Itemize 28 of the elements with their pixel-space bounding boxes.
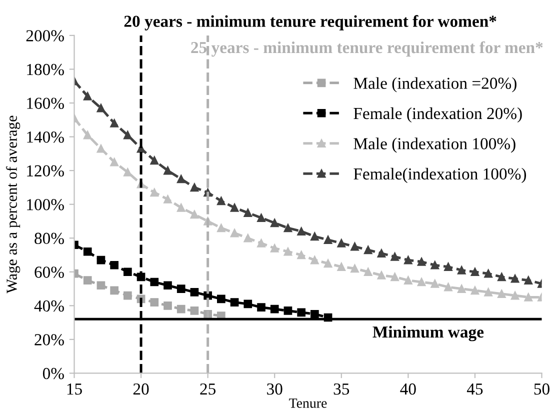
legend-label: Female(indexation 100%): [354, 168, 526, 183]
y-axis-title: Wage as a percent of average: [6, 116, 20, 294]
y-tick-label: 200%: [26, 30, 64, 42]
x-tick-label: 40: [400, 383, 416, 395]
ref-line-label: 25 years - minimum tenure requirement for men*: [191, 41, 543, 57]
y-tick-label: 160%: [27, 98, 64, 109]
y-tick-label: 20%: [34, 334, 64, 346]
y-tick-label: 0%: [42, 368, 64, 380]
x-tick-label: 20: [133, 383, 149, 395]
x-tick-label: 35: [334, 383, 350, 395]
x-tick-label: 25: [200, 383, 216, 395]
x-tick-label: 30: [267, 383, 282, 395]
legend-label: Male (indexation 100%): [354, 138, 516, 153]
y-tick-label: 100%: [27, 199, 64, 210]
ref-line-label: 20 years - minimum tenure requirement for women*: [124, 15, 496, 30]
y-tick-label: 180%: [27, 64, 64, 76]
x-axis-title: Tenure: [289, 398, 327, 408]
y-tick-label: 80%: [34, 232, 64, 244]
y-tick-label: 140%: [27, 131, 64, 143]
y-tick-label: 60%: [34, 266, 64, 278]
y-tick-label: 120%: [27, 165, 64, 177]
x-tick-label: 50: [534, 383, 550, 395]
x-tick-label: 15: [67, 384, 82, 395]
x-tick-label: 45: [466, 384, 483, 395]
legend-label: Male (indexation =20%): [354, 77, 516, 92]
y-tick-label: 40%: [34, 300, 64, 312]
legend-label: Female (indexation 20%): [354, 107, 522, 123]
ref-line-label: Minimum wage: [372, 326, 484, 342]
